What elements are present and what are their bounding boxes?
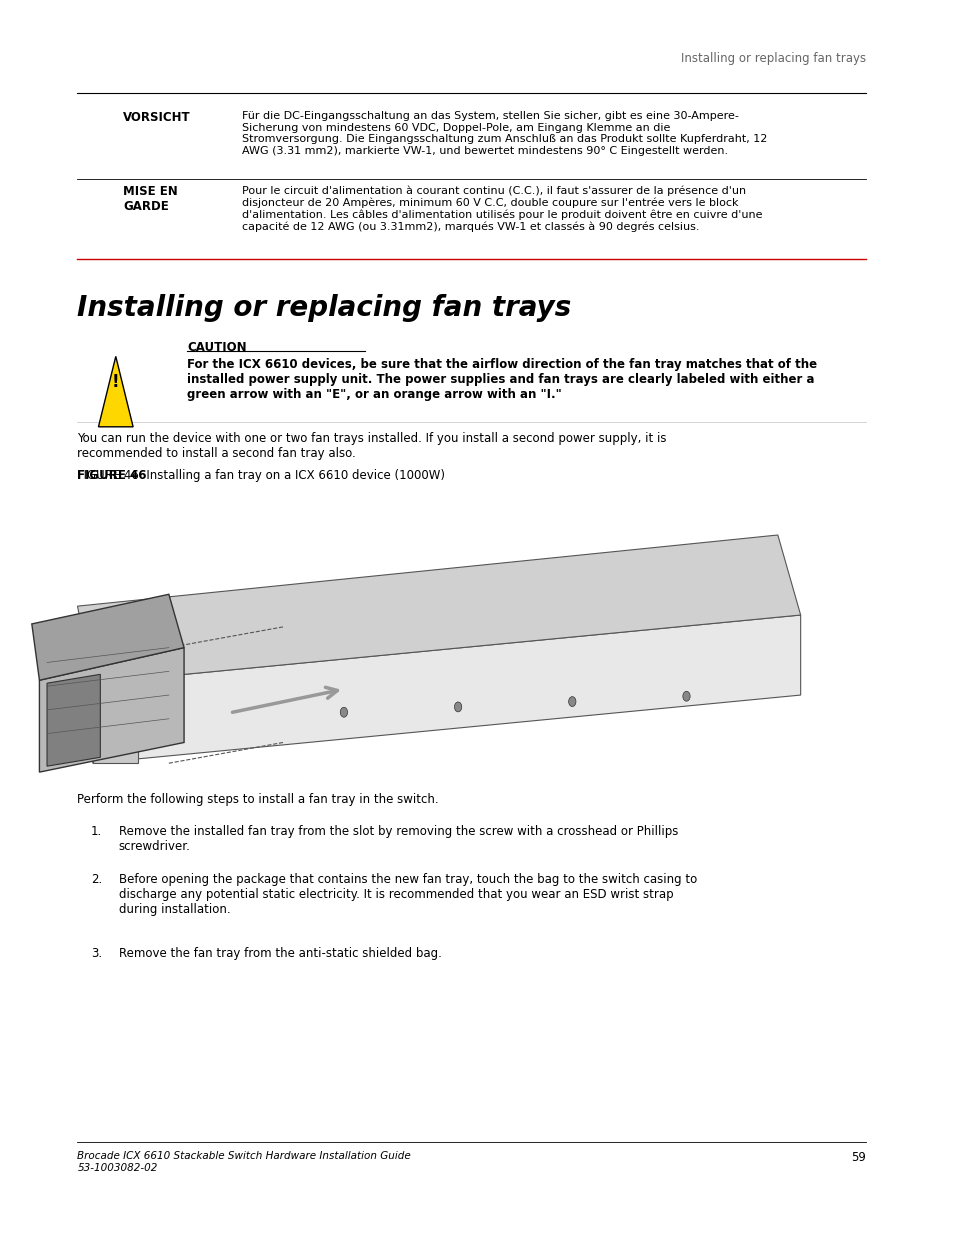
Text: Installing or replacing fan trays: Installing or replacing fan trays — [77, 294, 571, 322]
Polygon shape — [47, 674, 100, 766]
Text: FIGURE 46: FIGURE 46 — [77, 469, 147, 483]
Polygon shape — [77, 535, 800, 683]
Bar — [77, 482, 838, 778]
Text: For the ICX 6610 devices, be sure that the airflow direction of the fan tray mat: For the ICX 6610 devices, be sure that t… — [187, 358, 816, 401]
Text: Brocade ICX 6610 Stackable Switch Hardware Installation Guide
53-1003082-02: Brocade ICX 6610 Stackable Switch Hardwa… — [77, 1151, 411, 1172]
Circle shape — [682, 692, 689, 701]
Text: Remove the installed fan tray from the slot by removing the screw with a crosshe: Remove the installed fan tray from the s… — [118, 825, 678, 853]
Text: Before opening the package that contains the new fan tray, touch the bag to the : Before opening the package that contains… — [118, 873, 696, 916]
Text: Remove the fan tray from the anti-static shielded bag.: Remove the fan tray from the anti-static… — [118, 947, 441, 961]
Text: VORSICHT: VORSICHT — [123, 111, 191, 125]
Text: Für die DC-Eingangsschaltung an das System, stellen Sie sicher, gibt es eine 30-: Für die DC-Eingangsschaltung an das Syst… — [241, 111, 766, 156]
Text: CAUTION: CAUTION — [187, 341, 246, 354]
Text: FIGURE 46  Installing a fan tray on a ICX 6610 device (1000W): FIGURE 46 Installing a fan tray on a ICX… — [77, 469, 445, 483]
Text: 3.: 3. — [91, 947, 102, 961]
Text: 1.: 1. — [91, 825, 102, 839]
Polygon shape — [98, 357, 133, 427]
Text: You can run the device with one or two fan trays installed. If you install a sec: You can run the device with one or two f… — [77, 432, 666, 461]
Polygon shape — [92, 615, 800, 763]
Text: 59: 59 — [850, 1151, 865, 1165]
Text: Installing or replacing fan trays: Installing or replacing fan trays — [680, 52, 865, 65]
Text: !: ! — [112, 373, 119, 391]
Circle shape — [568, 697, 576, 706]
Text: Perform the following steps to install a fan tray in the switch.: Perform the following steps to install a… — [77, 793, 438, 806]
Polygon shape — [31, 594, 184, 680]
Polygon shape — [39, 647, 184, 772]
Text: Pour le circuit d'alimentation à courant continu (C.C.), il faut s'assurer de la: Pour le circuit d'alimentation à courant… — [241, 185, 761, 232]
Circle shape — [454, 701, 461, 711]
Polygon shape — [92, 683, 138, 763]
Text: 2.: 2. — [91, 873, 102, 887]
Text: MISE EN
GARDE: MISE EN GARDE — [123, 185, 177, 214]
Circle shape — [340, 708, 347, 718]
